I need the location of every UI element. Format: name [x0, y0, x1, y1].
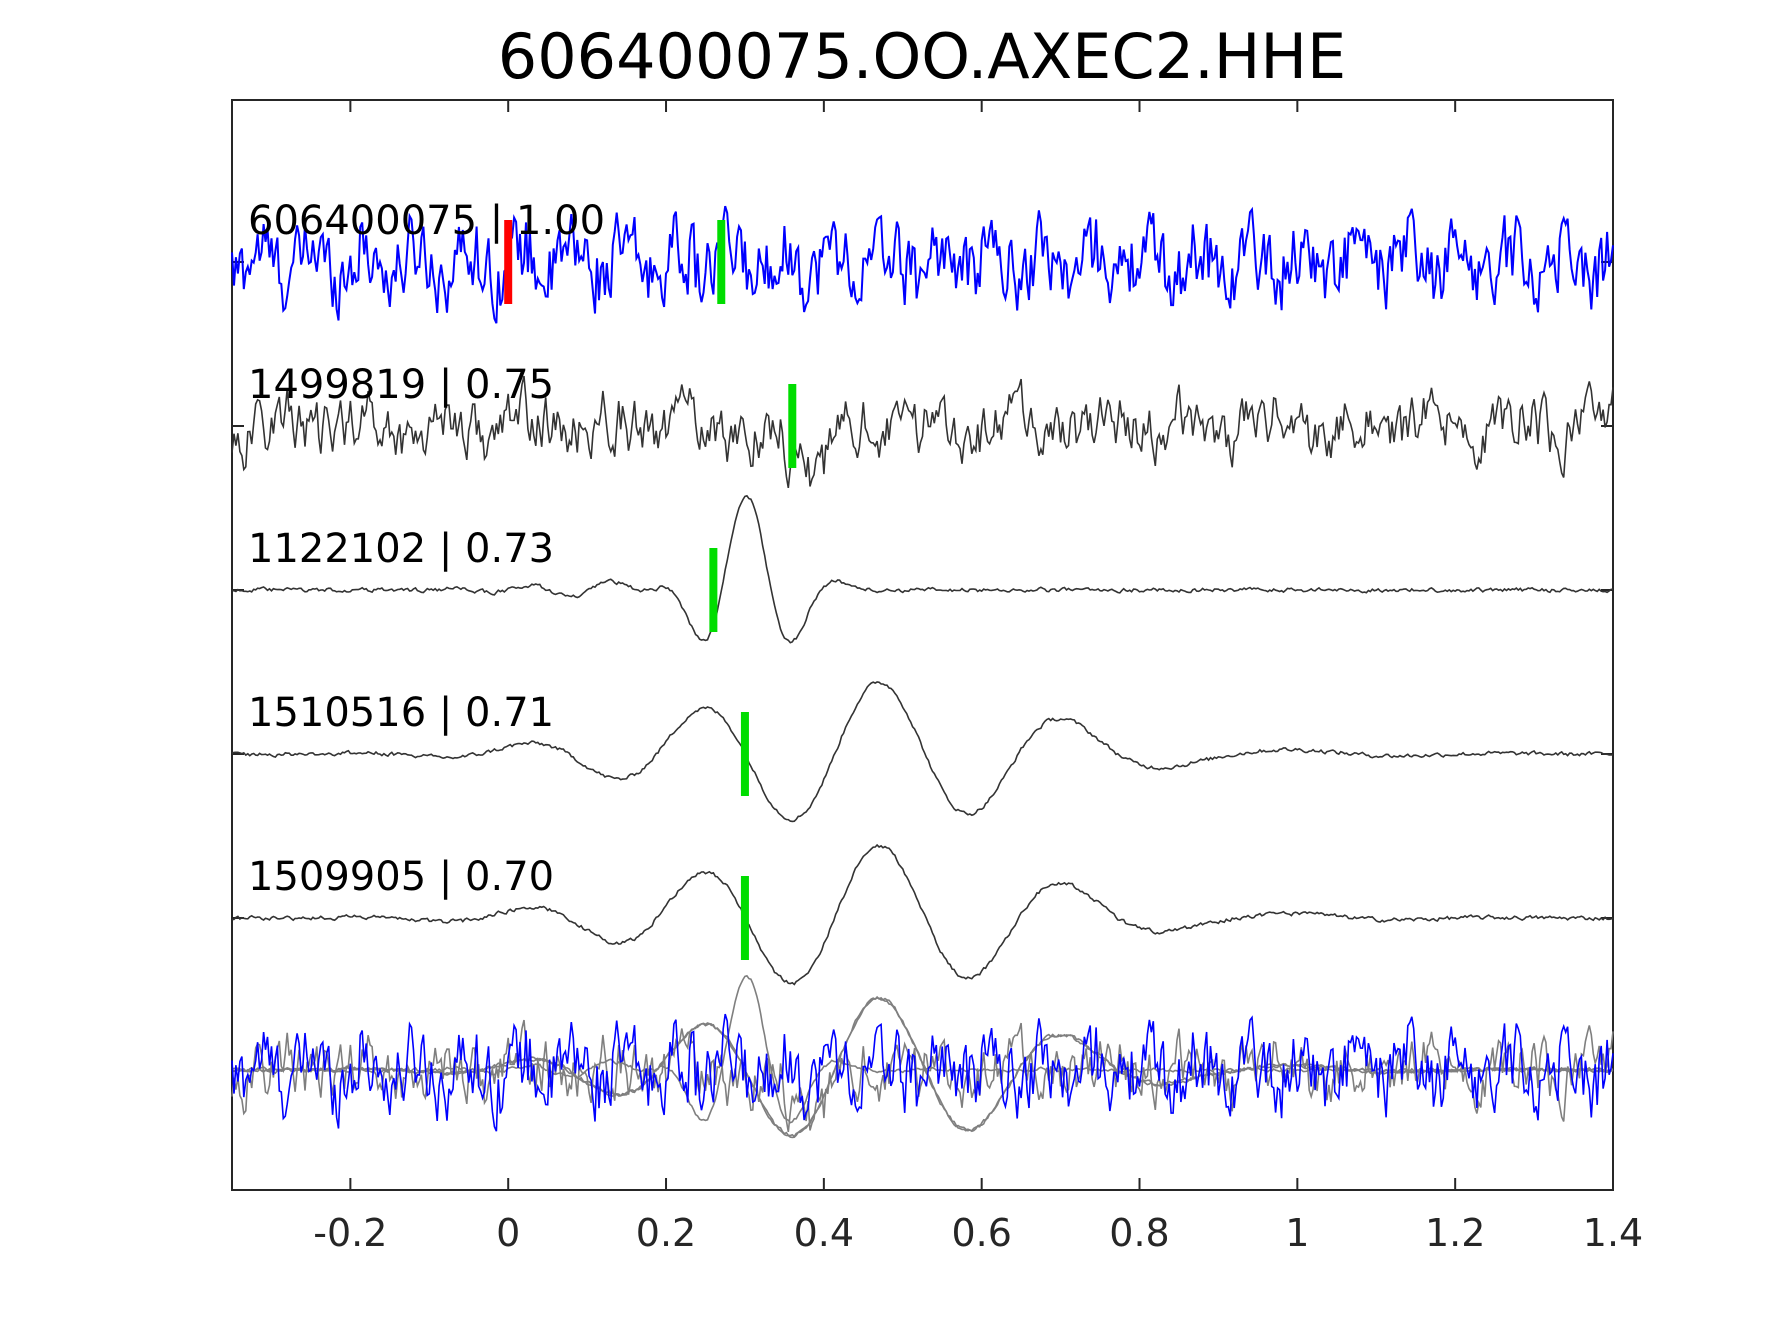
- overlay-line-0: [231, 1013, 1614, 1132]
- overlay-line-1: [231, 1019, 1614, 1133]
- trace-label-0: 606400075 | 1.00: [248, 198, 605, 244]
- chart-title: 606400075.OO.AXEC2.HHE: [498, 20, 1346, 93]
- x-axis: -0.2 0 0.2 0.4 0.6 0.8 1 1.2 1.4: [313, 100, 1643, 1255]
- x-tick-label: -0.2: [313, 1211, 387, 1255]
- x-tick-label: 0.2: [636, 1211, 696, 1255]
- x-tick-label: 0: [496, 1211, 520, 1255]
- marker-group: [504, 220, 797, 960]
- trace-group: [231, 205, 1614, 986]
- trace-line-4: [231, 843, 1614, 986]
- trace-label-1: 1499819 | 0.75: [248, 362, 554, 408]
- x-tick-label: 1: [1285, 1211, 1309, 1255]
- x-tick-label: 1.4: [1583, 1211, 1643, 1255]
- trace-labels: 606400075 | 1.00 1499819 | 0.75 1122102 | …: [248, 198, 605, 900]
- x-tick-label: 1.2: [1425, 1211, 1485, 1255]
- overlay-group: [231, 974, 1614, 1139]
- trace-label-2: 1122102 | 0.73: [248, 526, 554, 572]
- trace-line-0: [231, 205, 1614, 324]
- trace-line-2: [231, 494, 1614, 644]
- trace-line-3: [231, 681, 1614, 823]
- trace-label-4: 1509905 | 0.70: [248, 854, 554, 900]
- trace-line-1: [231, 375, 1614, 489]
- x-tick-label: 0.8: [1109, 1211, 1169, 1255]
- x-tick-label: 0.6: [951, 1211, 1011, 1255]
- x-tick-label: 0.4: [794, 1211, 854, 1255]
- plot-area: [231, 99, 1614, 1191]
- trace-label-3: 1510516 | 0.71: [248, 690, 554, 736]
